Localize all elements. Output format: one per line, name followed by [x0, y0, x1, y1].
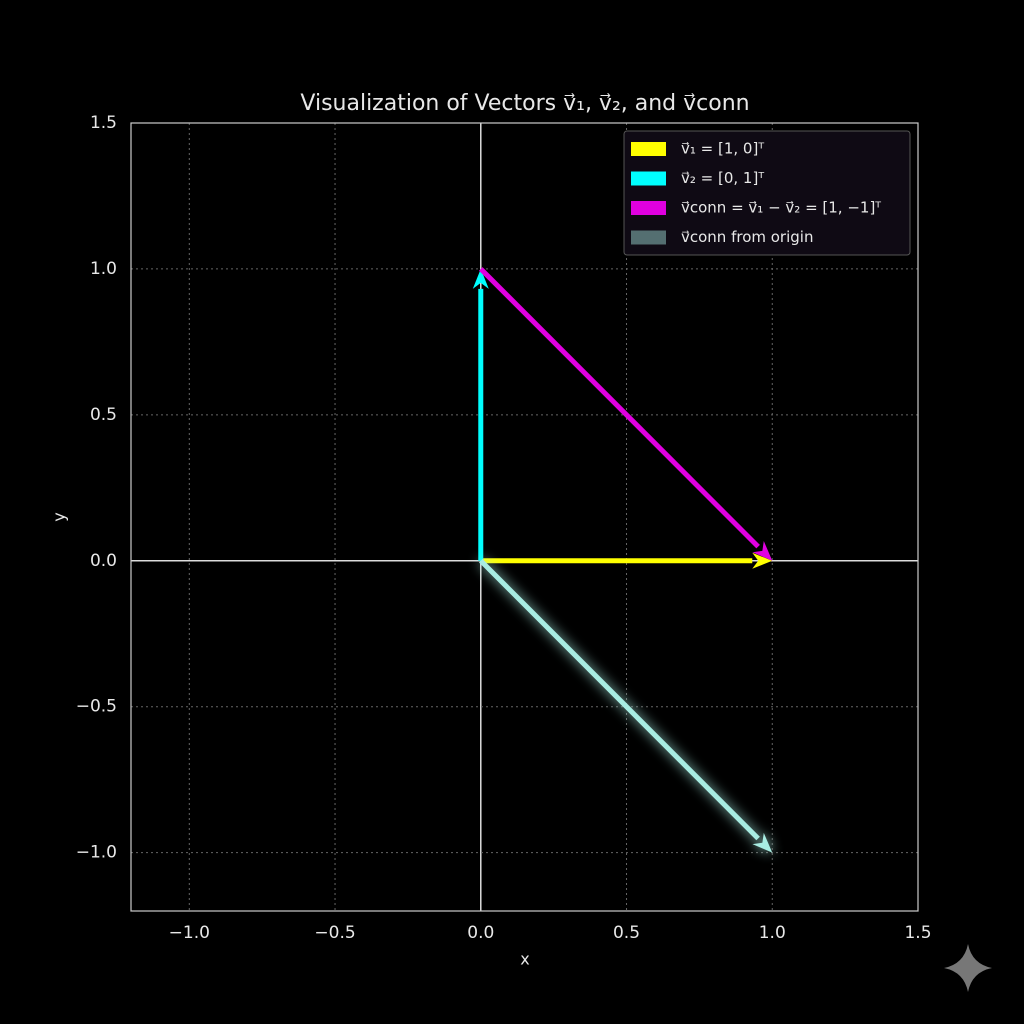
y-tick-label: −1.0 [76, 843, 117, 863]
legend-swatch [631, 142, 666, 156]
legend-label: v⃗₁ = [1, 0]ᵀ [681, 140, 764, 158]
vector-head [752, 832, 773, 853]
x-tick-label: 0.5 [613, 923, 640, 943]
y-tick-label: 1.5 [90, 113, 117, 133]
watermark [944, 944, 992, 992]
y-tick-label: 0.5 [90, 405, 117, 425]
legend-label: v⃗conn from origin [681, 228, 813, 246]
vector-shaft [479, 267, 760, 549]
legend-swatch [631, 230, 666, 245]
legend-swatch [631, 171, 666, 186]
chart-title: Visualization of Vectors v⃗₁, v⃗₂, and v… [300, 91, 749, 116]
y-tick-label: 0.0 [90, 551, 117, 571]
vector [479, 267, 773, 561]
plot-frame [130, 122, 919, 912]
x-tick-label: −0.5 [314, 923, 355, 943]
x-tick-label: 1.5 [904, 923, 931, 943]
vector [480, 552, 773, 569]
vector-head [752, 552, 773, 569]
vector [479, 559, 773, 853]
vector-head [472, 268, 489, 289]
y-tick-label: −0.5 [76, 697, 117, 717]
x-tick-label: 1.0 [759, 923, 786, 943]
legend-swatch [631, 201, 666, 215]
legend-label: v⃗₂ = [0, 1]ᵀ [681, 169, 764, 187]
vector [472, 268, 489, 561]
legend-box [623, 130, 911, 256]
x-tick-label: 0.0 [467, 923, 494, 943]
x-axis-label: x [520, 950, 529, 969]
vector-shaft [479, 559, 760, 841]
y-axis-label: y [50, 512, 69, 521]
vector-head [752, 540, 773, 561]
legend-label: v⃗conn = v⃗₁ − v⃗₂ = [1, −1]ᵀ [681, 199, 881, 217]
y-tick-label: 1.0 [90, 259, 117, 279]
x-tick-label: −1.0 [169, 923, 210, 943]
